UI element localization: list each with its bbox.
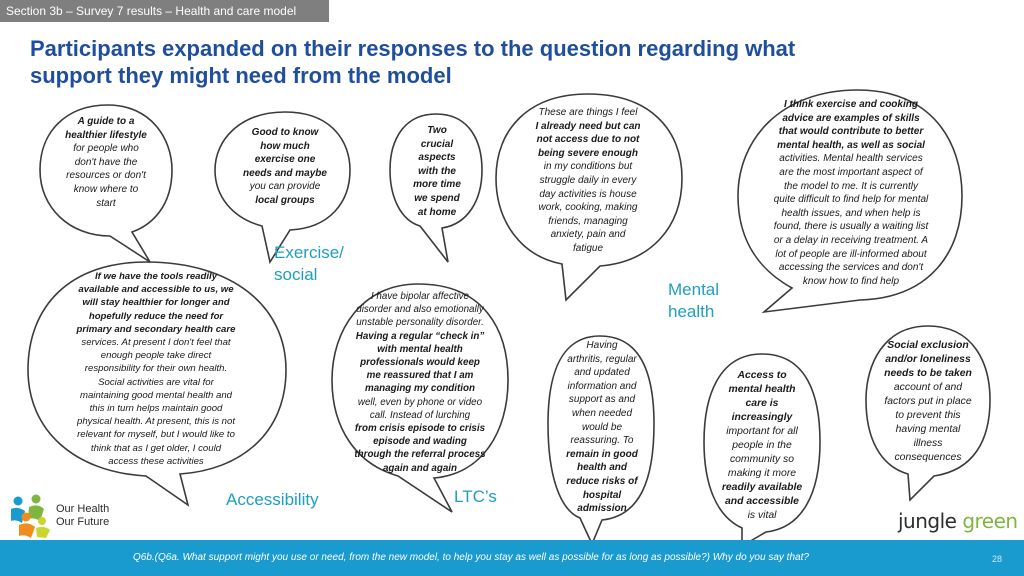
quote-arthritis-information: Having arthritis, regular and updated in…	[566, 340, 638, 515]
quote-two-crucial-aspects: Two crucial aspects with the more time w…	[413, 125, 461, 218]
ohof-logo-line-1: Our Health	[56, 503, 110, 515]
theme-mental-health: Mental health	[668, 280, 720, 321]
speech-bubble-8	[547, 335, 655, 546]
question-footnote: Q6b.(Q6a. What support might you use or …	[133, 552, 809, 563]
people-figures-icon	[11, 494, 50, 538]
theme-ltcs: LTC’s	[454, 487, 497, 506]
speech-bubble-10	[865, 325, 991, 502]
quote-exercise-local-groups: Good to know how much exercise one needs…	[243, 127, 327, 206]
speech-bubble-5	[737, 89, 963, 314]
ohof-logo-line-2: Our Future	[56, 516, 110, 528]
speech-bubble-7	[331, 283, 509, 513]
section-tag: Section 3b – Survey 7 results – Health a…	[0, 0, 329, 22]
speech-bubble-3	[389, 113, 483, 263]
theme-exercise-social: Exercise/ social	[274, 243, 344, 284]
speech-bubble-6	[27, 261, 287, 507]
quote-social-exclusion: Social exclusion and/or loneliness needs…	[884, 340, 972, 463]
speech-bubble-9	[703, 353, 821, 548]
quote-guide-healthier-lifestyle: A guide to a healthier lifestyle for peo…	[65, 116, 147, 209]
page-number: 28	[992, 554, 1003, 564]
quote-exercise-cooking-advice: I think exercise and cooking advice are …	[773, 99, 929, 287]
speech-bubble-2	[214, 111, 351, 265]
quote-bipolar-check-in: I have bipolar affective disorder and al…	[354, 291, 486, 474]
page-title-line-2: support they might need from the model	[30, 63, 452, 88]
page-title: Participants expanded on their responses…	[30, 35, 990, 89]
footer-bar: Q6b.(Q6a. What support might you use or …	[0, 540, 1024, 576]
our-health-our-future-logo: Our Health Our Future	[8, 493, 118, 541]
jungle-green-logo-part-2: green	[956, 509, 1018, 533]
speech-bubble-1	[39, 104, 173, 263]
quote-tools-readily-available: If we have the tools readily available a…	[76, 271, 236, 467]
quote-things-i-already-need: These are things I feel I already need b…	[535, 107, 641, 254]
jungle-green-logo: jungle green	[898, 509, 1018, 533]
quote-access-mental-health: Access to mental health care is increasi…	[721, 370, 803, 521]
theme-accessibility: Accessibility	[226, 490, 319, 509]
jungle-green-logo-part-1: jungle	[898, 509, 957, 533]
page-title-line-1: Participants expanded on their responses…	[30, 36, 796, 61]
speech-bubble-4	[495, 93, 683, 302]
